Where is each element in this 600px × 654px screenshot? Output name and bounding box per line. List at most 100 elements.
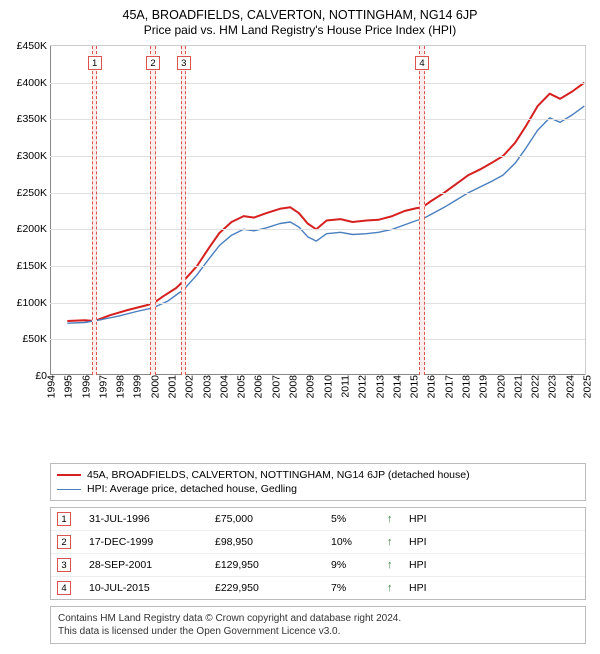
- event-pct: 10%: [331, 536, 381, 548]
- chart-title: 45A, BROADFIELDS, CALVERTON, NOTTINGHAM,…: [6, 8, 594, 22]
- event-table: 1 31-JUL-1996 £75,000 5% ↑ HPI 2 17-DEC-1999 £98…: [50, 507, 586, 600]
- y-tick-label: £150K: [17, 260, 50, 272]
- x-tick-label: 2010: [319, 375, 334, 398]
- arrow-up-icon: ↑: [387, 559, 403, 571]
- legend-label: 45A, BROADFIELDS, CALVERTON, NOTTINGHAM,…: [87, 468, 470, 482]
- event-marker: 3: [177, 56, 191, 70]
- event-row: 328-SEP-2001£129,9509%↑HPI: [51, 553, 585, 576]
- event-band: [92, 46, 97, 375]
- event-row-marker: 3: [57, 558, 71, 572]
- y-tick-label: £100K: [17, 297, 50, 309]
- x-tick-label: 2011: [336, 375, 351, 398]
- x-tick-label: 2024: [561, 375, 576, 398]
- event-note: HPI: [409, 513, 579, 525]
- footer-line-2: This data is licensed under the Open Gov…: [58, 625, 578, 638]
- y-tick-label: £250K: [17, 187, 50, 199]
- gridline: [50, 266, 585, 267]
- legend-swatch: [57, 489, 81, 490]
- event-marker: 1: [88, 56, 102, 70]
- legend-label: HPI: Average price, detached house, Gedl…: [87, 482, 297, 496]
- event-band: [419, 46, 424, 375]
- gridline: [50, 156, 585, 157]
- x-tick-label: 2007: [267, 375, 282, 398]
- attribution-footer: Contains HM Land Registry data © Crown c…: [50, 606, 586, 644]
- x-tick-label: 2005: [233, 375, 248, 398]
- event-date: 10-JUL-2015: [89, 582, 209, 594]
- legend-swatch: [57, 474, 81, 476]
- y-tick-label: £300K: [17, 150, 50, 162]
- arrow-up-icon: ↑: [387, 513, 403, 525]
- legend-item: HPI: Average price, detached house, Gedl…: [57, 482, 579, 496]
- x-tick-label: 1996: [77, 375, 92, 398]
- x-tick-label: 2015: [406, 375, 421, 398]
- arrow-up-icon: ↑: [387, 536, 403, 548]
- y-tick-label: £200K: [17, 223, 50, 235]
- event-note: HPI: [409, 582, 579, 594]
- legend-item: 45A, BROADFIELDS, CALVERTON, NOTTINGHAM,…: [57, 468, 579, 482]
- x-tick-label: 2019: [475, 375, 490, 398]
- series-hpi: [67, 106, 584, 323]
- event-row-marker: 1: [57, 512, 71, 526]
- event-pct: 5%: [331, 513, 381, 525]
- gridline: [50, 339, 585, 340]
- chart-container: 45A, BROADFIELDS, CALVERTON, NOTTINGHAM,…: [0, 0, 600, 654]
- x-tick-label: 1998: [112, 375, 127, 398]
- event-pct: 9%: [331, 559, 381, 571]
- event-price: £98,950: [215, 536, 325, 548]
- event-band: [150, 46, 155, 375]
- x-tick-label: 1997: [94, 375, 109, 398]
- x-tick-label: 2000: [146, 375, 161, 398]
- event-price: £75,000: [215, 513, 325, 525]
- x-tick-label: 2008: [285, 375, 300, 398]
- event-price: £229,950: [215, 582, 325, 594]
- x-tick-label: 2006: [250, 375, 265, 398]
- event-pct: 7%: [331, 582, 381, 594]
- x-tick-label: 2014: [388, 375, 403, 398]
- x-tick-label: 2012: [354, 375, 369, 398]
- x-tick-label: 2025: [579, 375, 594, 398]
- y-tick-label: £350K: [17, 113, 50, 125]
- legend: 45A, BROADFIELDS, CALVERTON, NOTTINGHAM,…: [50, 463, 586, 501]
- gridline: [50, 303, 585, 304]
- event-date: 28-SEP-2001: [89, 559, 209, 571]
- x-tick-label: 2003: [198, 375, 213, 398]
- event-row-marker: 4: [57, 581, 71, 595]
- x-tick-label: 2013: [371, 375, 386, 398]
- chart-area: £0£50K£100K£150K£200K£250K£300K£350K£400…: [6, 43, 594, 423]
- chart-subtitle: Price paid vs. HM Land Registry's House …: [6, 23, 594, 37]
- x-tick-label: 2016: [423, 375, 438, 398]
- x-tick-label: 1994: [43, 375, 58, 398]
- x-tick-label: 2023: [544, 375, 559, 398]
- x-tick-label: 2018: [457, 375, 472, 398]
- arrow-up-icon: ↑: [387, 582, 403, 594]
- y-tick-label: £450K: [17, 40, 50, 52]
- event-marker: 4: [415, 56, 429, 70]
- gridline: [50, 229, 585, 230]
- event-row-marker: 2: [57, 535, 71, 549]
- x-tick-label: 2022: [527, 375, 542, 398]
- gridline: [50, 119, 585, 120]
- x-tick-label: 2009: [302, 375, 317, 398]
- event-note: HPI: [409, 559, 579, 571]
- event-marker: 2: [146, 56, 160, 70]
- gridline: [50, 83, 585, 84]
- x-tick-label: 2021: [509, 375, 524, 398]
- gridline: [50, 193, 585, 194]
- event-row: 1 31-JUL-1996 £75,000 5% ↑ HPI: [51, 508, 585, 530]
- x-tick-label: 2001: [164, 375, 179, 398]
- event-date: 17-DEC-1999: [89, 536, 209, 548]
- y-tick-label: £400K: [17, 77, 50, 89]
- line-series-svg: [50, 46, 586, 376]
- x-tick-label: 2004: [215, 375, 230, 398]
- event-date: 31-JUL-1996: [89, 513, 209, 525]
- event-band: [181, 46, 186, 375]
- plot-area: £0£50K£100K£150K£200K£250K£300K£350K£400…: [50, 45, 586, 375]
- x-tick-label: 2002: [181, 375, 196, 398]
- x-tick-label: 1995: [60, 375, 75, 398]
- y-tick-label: £50K: [22, 333, 50, 345]
- event-row: 2 17-DEC-1999 £98,950 10% ↑ HPI: [51, 530, 585, 553]
- event-note: HPI: [409, 536, 579, 548]
- x-tick-label: 2017: [440, 375, 455, 398]
- x-tick-label: 2020: [492, 375, 507, 398]
- x-tick-label: 1999: [129, 375, 144, 398]
